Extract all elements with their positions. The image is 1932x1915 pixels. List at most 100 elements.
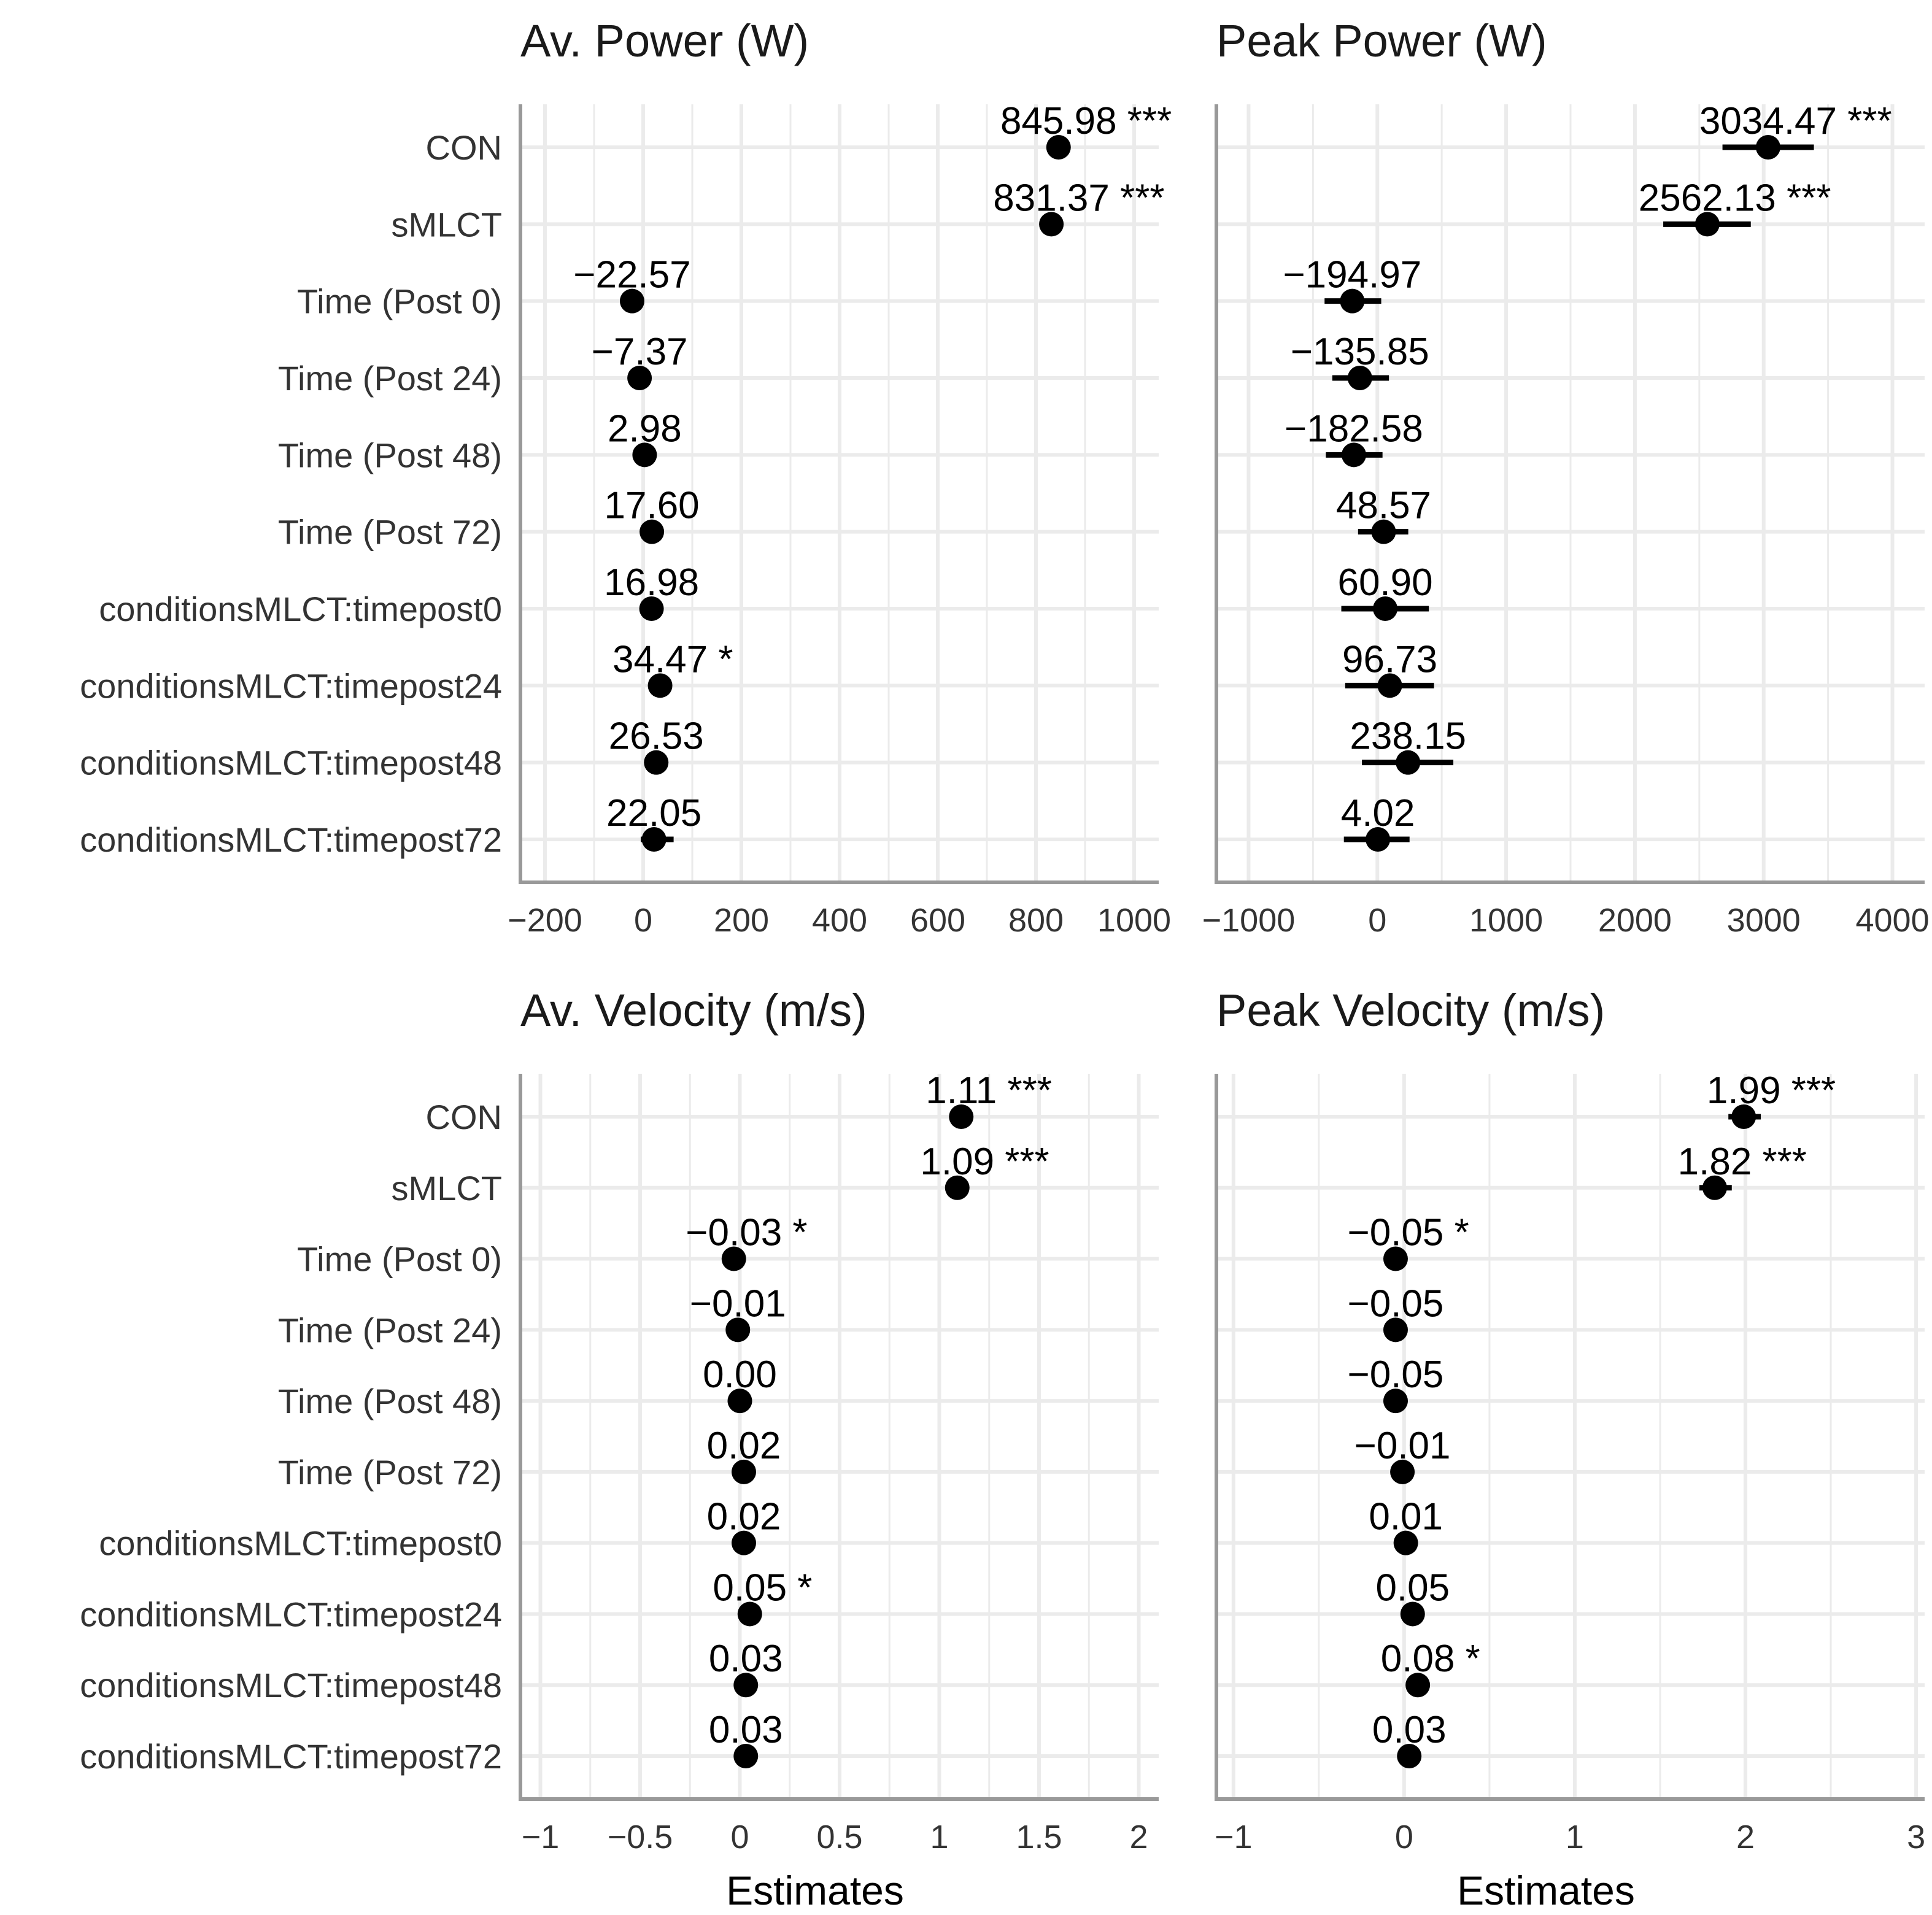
row-label: CON xyxy=(426,1098,502,1136)
estimate-label: −22.57 xyxy=(573,254,690,296)
x-tick-label: 0 xyxy=(634,902,652,939)
estimate-point xyxy=(1393,1530,1418,1555)
estimate-point xyxy=(725,1317,751,1343)
estimate-label: −0.05 xyxy=(1348,1354,1444,1396)
row-label: sMLCT xyxy=(392,1169,502,1208)
estimate-point xyxy=(1039,212,1064,237)
estimate-label: 0.03 xyxy=(709,1709,783,1751)
estimate-point xyxy=(632,442,657,468)
estimate-label: 48.57 xyxy=(1336,485,1431,527)
row-label: conditionsMLCT:timepost24 xyxy=(80,1595,502,1633)
estimate-label: 1.99 *** xyxy=(1707,1069,1836,1112)
estimate-label: 0.08 * xyxy=(1381,1638,1480,1680)
panel-title: Av. Velocity (m/s) xyxy=(520,985,867,1036)
estimate-point xyxy=(619,288,644,314)
estimate-point xyxy=(627,366,652,390)
estimate-point xyxy=(1373,596,1398,621)
estimate-label: −182.58 xyxy=(1285,407,1423,450)
row-label: Time (Post 72) xyxy=(278,1453,502,1492)
estimate-label: 2562.13 *** xyxy=(1639,177,1831,219)
estimate-point xyxy=(647,673,673,698)
estimate-point xyxy=(1702,1175,1727,1200)
estimate-label: 26.53 xyxy=(609,715,704,758)
estimate-point xyxy=(949,1104,974,1129)
x-tick-label: 800 xyxy=(1008,902,1064,939)
estimate-point xyxy=(733,1744,759,1768)
estimate-point xyxy=(1340,288,1365,314)
row-label: conditionsMLCT:timepost0 xyxy=(99,590,502,628)
row-label: conditionsMLCT:timepost24 xyxy=(80,666,502,705)
row-label: conditionsMLCT:timepost48 xyxy=(80,744,502,782)
x-tick-label: 3000 xyxy=(1727,902,1801,939)
x-tick-label: 0 xyxy=(730,1819,749,1855)
estimate-label: −0.03 * xyxy=(686,1212,807,1254)
x-tick-label: −1 xyxy=(1215,1819,1253,1855)
estimate-label: 16.98 xyxy=(604,561,699,604)
x-tick-label: −1000 xyxy=(1202,902,1296,939)
x-tick-label: 0 xyxy=(1368,902,1386,939)
panel-4: Peak Velocity (m/s) −1 0 1 2 3 Estimates 1.99 *… xyxy=(1215,985,1925,1913)
estimate-point xyxy=(1396,750,1421,775)
panel-1: Av. Power (W) −200 0 200 400 600 800 1000 CON 845… xyxy=(80,15,1172,939)
estimate-label: 2.98 xyxy=(608,407,682,450)
estimate-label: −0.05 * xyxy=(1348,1212,1469,1254)
row-label: Time (Post 24) xyxy=(278,1311,502,1349)
estimate-label: 0.05 xyxy=(1375,1566,1450,1609)
x-tick-label: 1 xyxy=(1566,1819,1584,1855)
x-tick-label: 3 xyxy=(1907,1819,1925,1855)
x-tick-label: 2000 xyxy=(1598,902,1672,939)
panel-3: Av. Velocity (m/s) −1 −0.5 0 0.5 1 1.5 2 Estimat… xyxy=(80,985,1159,1913)
estimate-label: 34.47 * xyxy=(612,638,733,680)
estimate-label: −135.85 xyxy=(1291,331,1429,373)
estimate-point xyxy=(733,1673,759,1698)
estimate-label: −0.01 xyxy=(690,1282,786,1325)
estimate-point xyxy=(732,1459,756,1484)
row-label: Time (Post 0) xyxy=(297,282,502,321)
estimate-point xyxy=(1755,135,1780,160)
x-tick-label: 2 xyxy=(1736,1819,1755,1855)
estimate-point xyxy=(1366,827,1391,852)
x-tick-label: 200 xyxy=(714,902,769,939)
estimate-point xyxy=(1383,1246,1408,1271)
x-axis-title: Estimates xyxy=(1457,1868,1635,1913)
x-tick-label: −0.5 xyxy=(608,1819,673,1855)
x-tick-label: 1000 xyxy=(1469,902,1543,939)
estimate-label: 238.15 xyxy=(1350,715,1466,758)
estimate-label: 17.60 xyxy=(605,485,700,527)
x-tick-label: −200 xyxy=(508,902,582,939)
estimate-point xyxy=(1383,1389,1408,1414)
estimate-label: 1.82 *** xyxy=(1678,1141,1807,1183)
estimate-point xyxy=(737,1601,762,1627)
estimate-point xyxy=(727,1389,752,1414)
x-tick-label: −1 xyxy=(522,1819,560,1855)
row-label: Time (Post 24) xyxy=(278,359,502,398)
x-tick-label: 0.5 xyxy=(816,1819,862,1855)
estimate-label: 4.02 xyxy=(1341,792,1415,834)
estimate-point xyxy=(1341,442,1366,468)
row-label: Time (Post 48) xyxy=(278,1382,502,1420)
estimate-label: 0.03 xyxy=(709,1638,783,1680)
estimate-point xyxy=(1046,135,1071,160)
estimate-label: −7.37 xyxy=(592,331,688,373)
row-label: Time (Post 48) xyxy=(278,436,502,474)
estimate-label: 0.02 xyxy=(707,1425,781,1467)
estimate-point xyxy=(1371,519,1396,544)
estimate-point xyxy=(1405,1673,1431,1698)
estimate-label: 22.05 xyxy=(606,792,701,834)
estimate-point xyxy=(1400,1601,1425,1627)
estimate-point xyxy=(1390,1459,1415,1484)
estimate-point xyxy=(641,827,667,852)
estimate-label: 0.03 xyxy=(1372,1709,1447,1751)
row-label: conditionsMLCT:timepost48 xyxy=(80,1666,502,1705)
estimate-label: 0.00 xyxy=(703,1354,777,1396)
estimate-point xyxy=(644,750,669,775)
x-axis-title: Estimates xyxy=(726,1868,904,1913)
estimate-label: 60.90 xyxy=(1337,561,1432,604)
row-label: sMLCT xyxy=(392,205,502,244)
estimate-label: −0.05 xyxy=(1348,1282,1444,1325)
row-label: Time (Post 0) xyxy=(297,1240,502,1279)
row-label: conditionsMLCT:timepost72 xyxy=(80,820,502,859)
estimate-label: 1.09 *** xyxy=(920,1141,1049,1183)
x-tick-label: 600 xyxy=(910,902,965,939)
